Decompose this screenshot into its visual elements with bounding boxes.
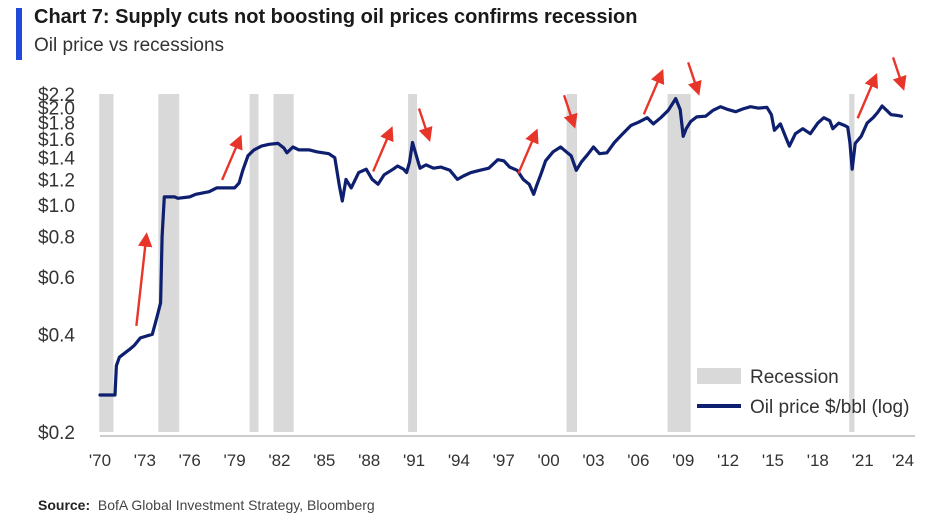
title-accent-bar bbox=[16, 8, 22, 60]
x-tick-label: '06 bbox=[627, 451, 649, 470]
source-text: BofA Global Investment Strategy, Bloombe… bbox=[97, 497, 375, 513]
x-tick-label: '00 bbox=[538, 451, 560, 470]
x-tick-label: '79 bbox=[224, 451, 246, 470]
x-tick-label: '94 bbox=[448, 451, 470, 470]
recession-band bbox=[667, 94, 691, 432]
annotation-arrow bbox=[562, 94, 578, 129]
y-tick-label: $1.4 bbox=[38, 149, 75, 170]
recession-bands bbox=[99, 94, 855, 432]
recession-band bbox=[158, 94, 180, 432]
x-tick-label: '18 bbox=[807, 451, 829, 470]
series-line-group bbox=[98, 97, 904, 397]
legend: Recession Oil price $/bbl (log) bbox=[697, 367, 909, 418]
y-tick-label: $1.0 bbox=[38, 196, 75, 217]
annotation-arrow bbox=[517, 128, 539, 175]
annotation-arrow bbox=[372, 126, 394, 172]
annotation-arrow bbox=[135, 232, 153, 326]
y-tick-label: $2.2 bbox=[38, 85, 75, 106]
x-tick-label: '09 bbox=[672, 451, 694, 470]
recession-band bbox=[249, 94, 259, 432]
x-tick-label: '85 bbox=[313, 451, 335, 470]
x-tick-label: '12 bbox=[717, 451, 739, 470]
x-tick-label: '70 bbox=[89, 451, 111, 470]
x-tick-label: '03 bbox=[582, 451, 604, 470]
x-tick-label: '82 bbox=[268, 451, 290, 470]
annotation-arrows bbox=[135, 57, 907, 326]
recession-band bbox=[408, 94, 418, 432]
y-tick-label: $2.0 bbox=[38, 98, 75, 119]
annotation-arrow bbox=[220, 134, 243, 181]
y-tick-label: $0.8 bbox=[38, 228, 75, 249]
annotation-arrow bbox=[642, 68, 665, 115]
recession-band bbox=[849, 94, 855, 432]
y-tick-label: $1.6 bbox=[38, 130, 75, 151]
recession-band bbox=[99, 94, 114, 432]
x-tick-label: '73 bbox=[134, 451, 156, 470]
x-tick-label: '91 bbox=[403, 451, 425, 470]
source-label: Source: bbox=[38, 497, 91, 513]
source-note: Source: BofA Global Investment Strategy,… bbox=[38, 497, 375, 513]
y-tick-label: $1.8 bbox=[38, 113, 75, 134]
recession-band bbox=[566, 94, 578, 432]
x-tick-label: '97 bbox=[493, 451, 515, 470]
y-tick-label: $0.6 bbox=[38, 268, 75, 289]
chart-subtitle: Oil price vs recessions bbox=[34, 35, 225, 56]
annotation-arrow bbox=[856, 72, 879, 119]
x-axis: '70 '73 '76 '79 '82 '85 '88 '91 '94 '97 '00 '03 '06 '… bbox=[89, 435, 915, 470]
x-tick-label: '24 bbox=[892, 451, 914, 470]
series-line bbox=[98, 97, 904, 397]
y-tick-label: $0.4 bbox=[38, 325, 75, 346]
x-tick-label: '21 bbox=[852, 451, 874, 470]
y-tick-label: $1.2 bbox=[38, 170, 75, 191]
x-tick-label: '15 bbox=[762, 451, 784, 470]
legend-label-line: Oil price $/bbl (log) bbox=[750, 397, 909, 418]
x-tick-label: '76 bbox=[179, 451, 201, 470]
recession-band bbox=[273, 94, 294, 432]
legend-swatch-recession bbox=[697, 368, 741, 384]
y-tick-label: $0.2 bbox=[38, 423, 75, 444]
x-tick-label: '88 bbox=[358, 451, 380, 470]
annotation-arrow bbox=[417, 108, 433, 142]
legend-label-recession: Recession bbox=[750, 367, 839, 388]
y-axis: $0.2 $0.4 $0.6 $0.8 $1.0 $1.2$1.4$1.6$1.8$2.0… bbox=[38, 85, 75, 444]
annotation-arrow bbox=[891, 57, 907, 91]
chart-title: Chart 7: Supply cuts not boosting oil pr… bbox=[34, 6, 638, 28]
annotation-arrow bbox=[687, 61, 702, 96]
